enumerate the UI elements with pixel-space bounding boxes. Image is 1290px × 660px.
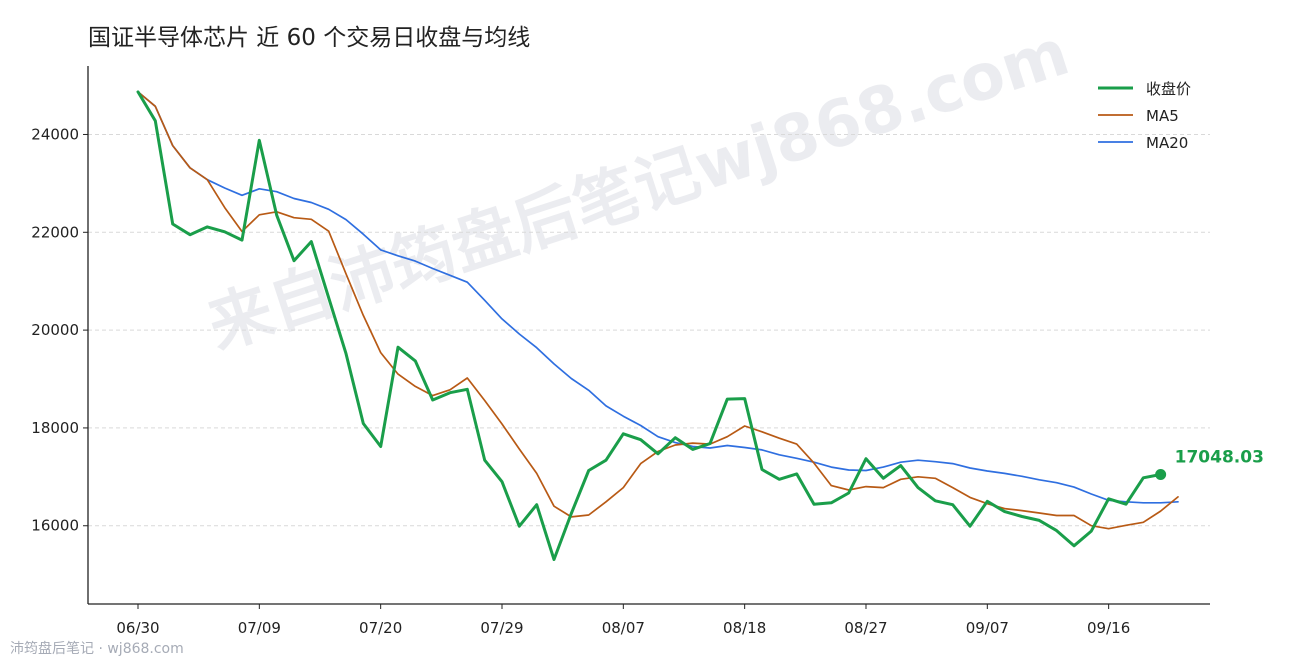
grid [88,133,1210,527]
y-tick-label: 22000 [31,223,79,241]
x-tick-label: 08/18 [723,619,766,637]
x-tick-label: 06/30 [116,619,159,637]
legend: 收盘价 MA5 MA20 [1098,80,1191,152]
legend-label: MA20 [1146,134,1188,152]
series-line-1 [137,91,1179,530]
y-tick-label: 16000 [31,517,79,535]
legend-label: MA5 [1146,107,1179,125]
x-tick-label: 08/07 [602,619,645,637]
last-point: 17048.03 [1155,447,1264,480]
last-value-label: 17048.03 [1175,447,1264,467]
axes [87,66,1210,605]
series-line-2 [137,91,1179,504]
x-tick-label: 07/09 [238,619,281,637]
series-line-0 [136,90,1163,561]
watermark-text: 来自沛筠盘后笔记wj868.com [199,16,1077,364]
y-tick-label: 18000 [31,419,79,437]
y-tick-label: 24000 [31,125,79,143]
footer-credit: 沛筠盘后笔记 · wj868.com [10,641,184,657]
x-tick-label: 09/16 [1087,619,1130,637]
x-tick-label: 08/27 [844,619,887,637]
series-lines [136,90,1179,561]
x-tick-label: 07/29 [480,619,523,637]
legend-label: 收盘价 [1146,80,1191,98]
y-tick-label: 20000 [31,321,79,339]
last-point-marker [1155,468,1167,480]
chart-title: 国证半导体芯片 近 60 个交易日收盘与均线 [88,25,531,51]
x-tick-label: 09/07 [966,619,1009,637]
x-axis-ticks: 06/30 07/09 07/20 07/29 08/07 08/18 08/27 09/07… [116,604,1130,637]
y-axis-ticks: 16000 18000 20000 22000 24000 [31,125,88,535]
x-tick-label: 07/20 [359,619,402,637]
